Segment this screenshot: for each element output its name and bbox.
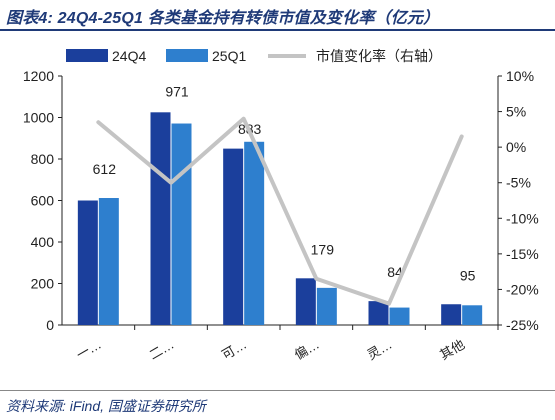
legend-swatch-24q4 bbox=[66, 49, 108, 62]
left-tick-label: 1000 bbox=[23, 110, 54, 126]
right-tick-label: -20% bbox=[506, 281, 539, 297]
right-tick-label: -25% bbox=[506, 317, 539, 333]
bar-24q4 bbox=[77, 200, 98, 325]
right-tick-label: -10% bbox=[506, 210, 539, 226]
change-rate-point bbox=[315, 278, 317, 280]
legend-label-25q1: 25Q1 bbox=[212, 48, 246, 64]
category-label: 二… bbox=[146, 337, 176, 363]
right-tick-label: -15% bbox=[506, 246, 539, 262]
right-tick-label: 5% bbox=[506, 104, 526, 120]
left-tick-label: 800 bbox=[31, 151, 55, 167]
change-rate-line bbox=[96, 116, 464, 306]
bar-25q1 bbox=[171, 123, 192, 325]
legend-label-change-rate: 市值变化率（右轴） bbox=[316, 48, 442, 64]
bar-25q1 bbox=[98, 198, 119, 325]
bar-24q4 bbox=[150, 112, 171, 325]
right-tick-label: 10% bbox=[506, 68, 534, 84]
bar-25q1 bbox=[389, 307, 410, 325]
data-label: 612 bbox=[93, 161, 117, 177]
bar-24q4 bbox=[295, 278, 316, 325]
bar-24q4 bbox=[441, 304, 462, 325]
left-tick-label: 600 bbox=[31, 193, 55, 209]
category-label: 偏… bbox=[292, 337, 322, 363]
legend-label-24q4: 24Q4 bbox=[112, 48, 146, 64]
bottom-rule bbox=[0, 390, 555, 391]
data-label: 179 bbox=[311, 241, 335, 257]
bar-24q4 bbox=[368, 301, 389, 325]
change-rate-point bbox=[461, 135, 463, 137]
source-note: 资料来源: iFind, 国盛证券研究所 bbox=[6, 398, 206, 414]
category-label: 可… bbox=[219, 337, 249, 363]
bar-24q4 bbox=[223, 148, 244, 325]
left-tick-label: 1200 bbox=[23, 68, 54, 84]
right-tick-label: 0% bbox=[506, 139, 526, 155]
category-label: 一… bbox=[74, 337, 104, 363]
category-label: 其他 bbox=[437, 337, 467, 363]
bar-25q1 bbox=[462, 305, 483, 325]
change-rate-point bbox=[243, 118, 245, 120]
change-rate-point bbox=[170, 182, 172, 184]
legend-swatch-25q1 bbox=[166, 49, 208, 62]
bar-25q1 bbox=[244, 141, 265, 325]
change-rate-point bbox=[388, 303, 390, 305]
data-label: 971 bbox=[165, 83, 189, 99]
figure-title: 图表4: 24Q4-25Q1 各类基金持有转债市值及变化率（亿元） bbox=[6, 10, 440, 27]
chart: 0 200 400 600 800 1000 1200 10% 5% 0% -5% -10% -15% -… bbox=[23, 48, 539, 363]
change-rate-point bbox=[97, 121, 99, 123]
right-tick-label: -5% bbox=[506, 175, 531, 191]
bar-25q1 bbox=[316, 287, 337, 325]
data-label: 95 bbox=[460, 267, 476, 283]
title-rule bbox=[0, 29, 555, 31]
left-tick-label: 400 bbox=[31, 234, 55, 250]
left-tick-label: 200 bbox=[31, 276, 55, 292]
category-label: 灵… bbox=[364, 337, 394, 363]
left-tick-label: 0 bbox=[46, 317, 54, 333]
